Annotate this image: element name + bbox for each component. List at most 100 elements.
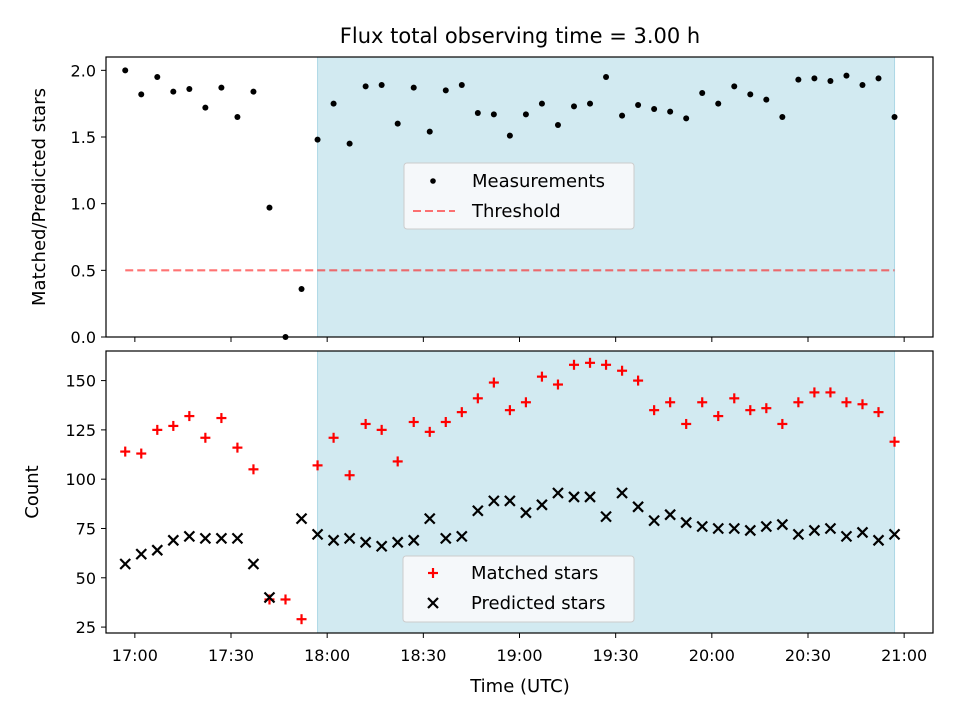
xtick-label: 21:00 <box>881 646 927 665</box>
matched-stars-point <box>456 407 467 418</box>
matched-stars-point <box>520 397 531 408</box>
predicted-stars-point <box>840 530 853 543</box>
predicted-stars-point <box>135 548 148 560</box>
matched-stars-point <box>649 405 660 416</box>
predicted-stars-point <box>600 510 612 523</box>
measurement-point <box>330 100 337 107</box>
matched-stars-point <box>601 359 612 370</box>
legend-predicted-label: Predicted stars <box>471 593 605 614</box>
matched-stars-point <box>681 418 692 429</box>
predicted-stars-point <box>472 504 484 517</box>
measurement-point <box>378 82 385 88</box>
matched-stars-point <box>873 407 884 418</box>
measurement-point <box>218 84 225 91</box>
matched-stars-point <box>184 411 195 422</box>
matched-stars-point <box>408 416 419 427</box>
matched-stars-point <box>585 357 596 368</box>
measurement-point <box>651 106 658 112</box>
matched-stars-point <box>168 420 179 431</box>
ratio-panel: 0.00.51.01.52.0 Matched/Predicted stars … <box>29 56 934 347</box>
ratio-panel-frame <box>105 56 934 338</box>
matched-stars-point <box>889 436 900 447</box>
predicted-stars-point <box>616 487 628 499</box>
predicted-stars-point <box>359 536 372 549</box>
predicted-stars-point <box>760 520 773 533</box>
measurement-point <box>827 78 834 84</box>
predicted-stars-point <box>151 544 164 556</box>
matched-stars-point <box>633 375 644 386</box>
legend-threshold-label: Threshold <box>471 201 561 222</box>
legend-matched-marker <box>428 568 438 578</box>
count-ytick-label: 125 <box>65 421 96 440</box>
predicted-stars-point <box>632 501 644 513</box>
measurement-point <box>538 100 545 107</box>
measurement-point <box>699 90 706 96</box>
measurement-point <box>474 110 481 116</box>
measurement-point <box>394 120 401 127</box>
measurement-point <box>619 112 626 119</box>
matched-stars-point <box>328 432 339 443</box>
measurement-point <box>346 140 353 147</box>
count-ytick-label: 50 <box>76 569 96 588</box>
legend-predicted-marker <box>427 597 439 609</box>
count-panel-frame <box>105 350 934 634</box>
matched-stars-point <box>232 442 243 453</box>
predicted-stars-point <box>712 522 725 535</box>
predicted-stars-point <box>872 534 885 547</box>
measurement-point <box>811 75 818 82</box>
matched-stars-point <box>216 413 227 424</box>
ratio-ytick-label: 0.5 <box>71 261 96 280</box>
measurement-point <box>442 87 449 94</box>
matched-stars-point <box>761 403 772 414</box>
xtick-label: 18:00 <box>304 646 350 665</box>
count-legend: Matched stars Predicted stars <box>402 555 635 623</box>
figure-title: Flux total observing time = 3.00 h <box>340 24 700 48</box>
legend-measurements-label: Measurements <box>472 171 605 192</box>
measurement-point <box>795 76 802 83</box>
matched-stars-point <box>841 397 852 408</box>
predicted-stars-point <box>439 532 452 545</box>
measurement-point <box>234 114 241 120</box>
predicted-stars-point <box>488 495 500 507</box>
predicted-stars-point <box>247 558 260 570</box>
matched-stars-point <box>488 377 499 388</box>
predicted-stars-point <box>568 491 580 503</box>
predicted-stars-point <box>536 499 548 511</box>
measurement-point <box>554 122 561 128</box>
xtick-label: 17:00 <box>112 646 158 665</box>
measurement-point <box>843 72 850 79</box>
matched-stars-point <box>200 432 211 443</box>
predicted-stars-point <box>343 532 356 545</box>
predicted-stars-point <box>423 512 436 525</box>
ratio-ytick-label: 2.0 <box>71 61 96 80</box>
measurement-point <box>138 91 145 98</box>
count-y-axis-label: Count <box>22 465 43 518</box>
predicted-stars-point <box>391 536 404 549</box>
matched-stars-point <box>617 365 628 376</box>
measurement-point <box>715 100 722 107</box>
x-axis-label: Time (UTC) <box>469 676 570 697</box>
measurement-point <box>683 115 690 122</box>
ratio-y-axis-label: Matched/Predicted stars <box>29 88 50 306</box>
predicted-stars-point <box>215 532 228 545</box>
count-legend-box <box>402 555 635 623</box>
predicted-stars-point <box>167 534 180 547</box>
matched-stars-point <box>472 393 483 404</box>
predicted-stars-point <box>792 528 805 541</box>
measurement-point <box>170 88 177 95</box>
matched-stars-point <box>745 405 756 416</box>
measurement-point <box>202 104 209 111</box>
measurement-point <box>154 74 161 80</box>
matched-stars-point <box>504 405 515 416</box>
count-ytick-label: 100 <box>65 470 96 489</box>
predicted-stars-point <box>504 495 516 507</box>
measurement-point <box>266 204 273 211</box>
count-ytick-label: 25 <box>76 618 96 637</box>
matched-stars-point <box>729 393 740 404</box>
predicted-stars-point <box>231 532 244 545</box>
xtick-label: 19:30 <box>593 646 639 665</box>
predicted-stars-point <box>520 506 532 519</box>
predicted-stars-point <box>648 514 660 527</box>
matched-stars-point <box>777 418 788 429</box>
